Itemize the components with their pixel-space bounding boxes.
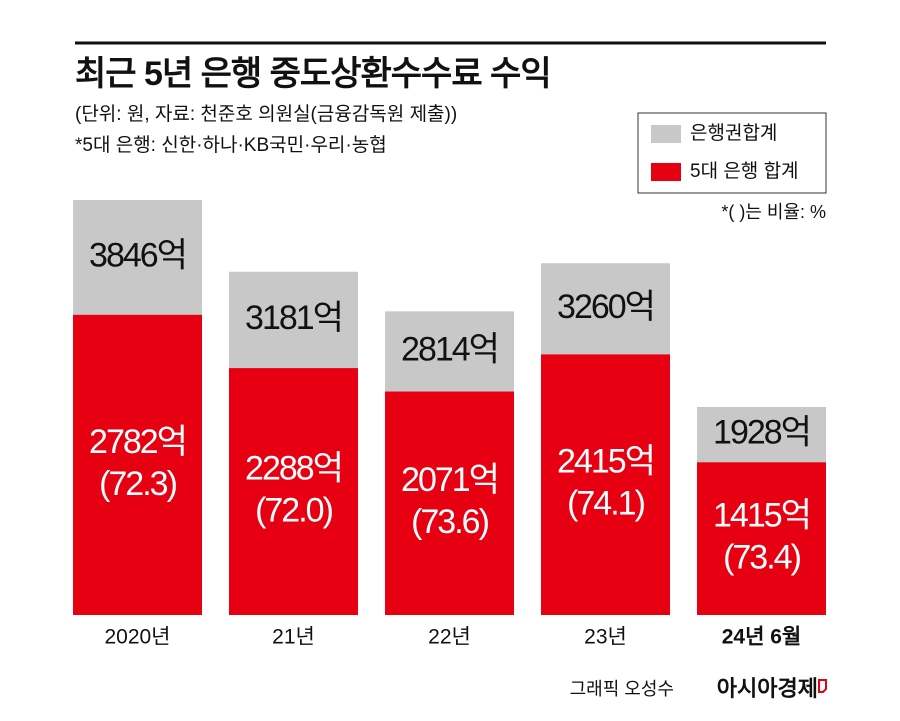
value-label: 1415억 [713, 497, 810, 535]
ratio-label: (74.1) [567, 485, 644, 523]
value-label: 2288억 [245, 450, 342, 488]
ratio-label: (73.6) [411, 503, 488, 541]
bar-top5 [73, 314, 202, 615]
subtitle: (단위: 원, 자료: 천준호 의원실(금융감독원 제출)) [75, 103, 457, 125]
legend-swatch [651, 125, 681, 143]
value-label: 2782억 [89, 423, 186, 461]
bar-top5 [697, 462, 826, 615]
value-label: 2415억 [557, 443, 654, 481]
source: 아시아경제 [717, 676, 818, 701]
bar-top5 [229, 368, 358, 615]
bar-top5 [541, 354, 670, 615]
x-tick-label: 23년 [584, 626, 627, 649]
x-tick-label: 21년 [272, 626, 315, 649]
x-tick-label: 24년 6월 [722, 626, 802, 649]
x-tick-label: 2020년 [104, 626, 170, 649]
legend-swatch [651, 163, 681, 181]
value-label: 2071억 [401, 461, 498, 499]
legend-label: 은행권합계 [690, 122, 777, 144]
credit: 그래픽 오성수 [570, 679, 674, 699]
value-label: 3181억 [245, 299, 342, 337]
value-label: 2814억 [401, 330, 498, 368]
ratio-label: (72.0) [255, 492, 332, 530]
x-tick-label: 22년 [428, 626, 471, 649]
legend-label: 5대 은행 합계 [690, 160, 799, 182]
chart-title: 최근 5년 은행 중도상환수수료 수익 [75, 55, 551, 93]
note: *( )는 비율: % [721, 202, 826, 222]
ratio-label: (73.4) [723, 539, 800, 577]
subtitle: *5대 은행: 신한·하나·KB국민·우리·농협 [75, 134, 387, 156]
value-label: 3260억 [557, 288, 654, 326]
logo-mark [818, 679, 827, 693]
bar-top5 [385, 391, 514, 615]
value-label: 3846억 [89, 236, 186, 274]
ratio-label: (72.3) [99, 465, 176, 503]
value-label: 1928억 [713, 414, 810, 452]
